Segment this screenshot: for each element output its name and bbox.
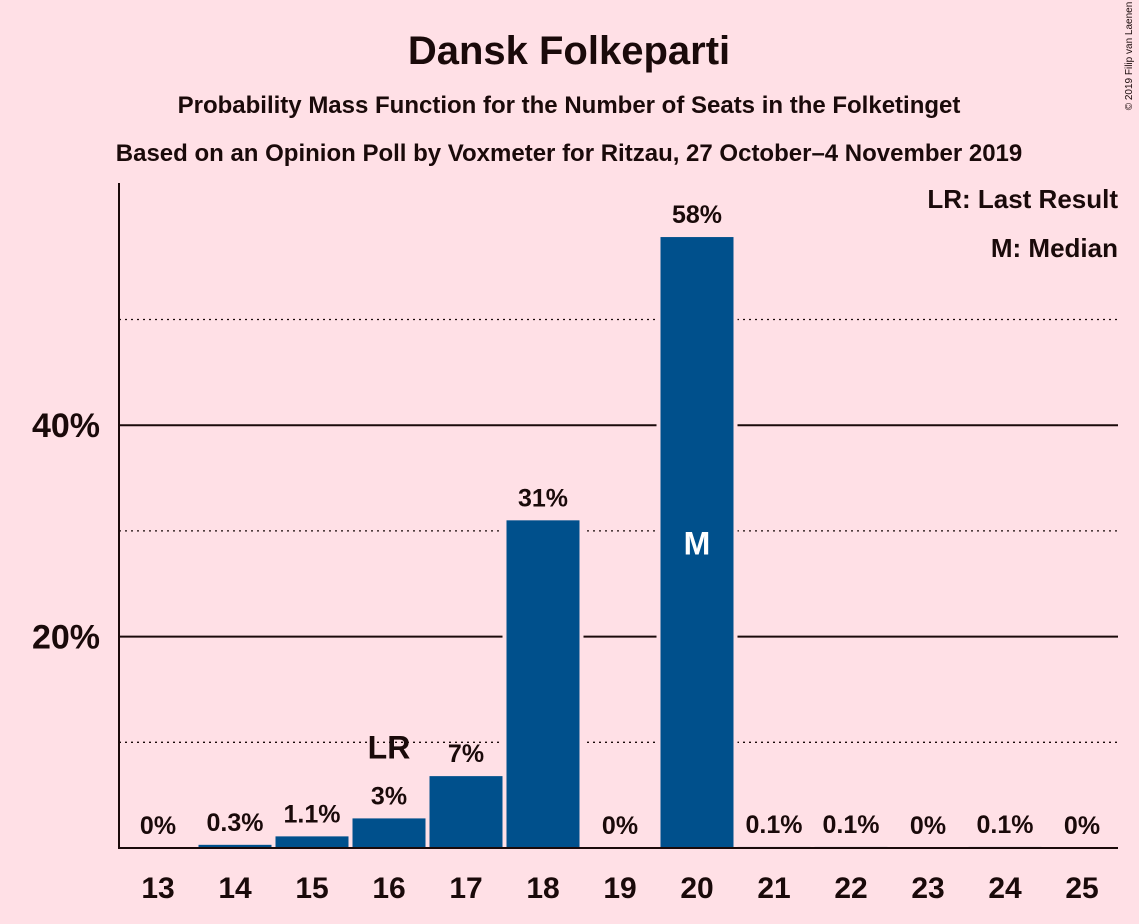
data-label-23: 0% bbox=[910, 812, 946, 840]
data-label-15: 1.1% bbox=[284, 800, 341, 828]
legend-last-result: LR: Last Result bbox=[927, 184, 1118, 214]
bar-17 bbox=[429, 776, 503, 848]
data-label-19: 0% bbox=[602, 812, 638, 840]
bar-18 bbox=[506, 520, 580, 848]
data-label-14: 0.3% bbox=[207, 809, 264, 837]
bar-15 bbox=[275, 836, 349, 848]
data-label-21: 0.1% bbox=[746, 811, 803, 839]
y-tick-label: 20% bbox=[32, 619, 100, 657]
x-tick-label-13: 13 bbox=[141, 872, 174, 905]
data-label-17: 7% bbox=[448, 740, 484, 768]
x-tick-label-24: 24 bbox=[988, 872, 1022, 905]
median-marker: M bbox=[684, 526, 711, 562]
x-tick-label-19: 19 bbox=[603, 872, 636, 905]
bars-group: 0% 0.3% 1.1% 3% LR 7% 31% 0% 58% M 0.1% 0.1% 0% 0.1% 0… bbox=[140, 201, 1100, 848]
y-tick-label: 40% bbox=[32, 407, 100, 445]
x-tick-label-14: 14 bbox=[218, 872, 252, 905]
bar-20 bbox=[660, 237, 734, 848]
x-tick-label-22: 22 bbox=[834, 872, 867, 905]
copyright-notice: © 2019 Filip van Laenen bbox=[1124, 2, 1135, 111]
x-tick-label-23: 23 bbox=[911, 872, 944, 905]
last-result-marker: LR bbox=[368, 729, 411, 765]
chart-subtitle: Probability Mass Function for the Number… bbox=[178, 92, 961, 119]
data-label-16: 3% bbox=[371, 782, 407, 810]
data-label-18: 31% bbox=[518, 484, 568, 512]
x-tick-label-16: 16 bbox=[372, 872, 405, 905]
x-tick-label-15: 15 bbox=[295, 872, 328, 905]
chart-source: Based on an Opinion Poll by Voxmeter for… bbox=[116, 140, 1022, 167]
x-tick-label-21: 21 bbox=[757, 872, 790, 905]
x-tick-label-18: 18 bbox=[526, 872, 559, 905]
x-tick-label-20: 20 bbox=[680, 872, 713, 905]
data-label-13: 0% bbox=[140, 812, 176, 840]
bar-16 bbox=[352, 818, 426, 848]
grid-lines bbox=[119, 318, 1118, 743]
data-label-22: 0.1% bbox=[823, 811, 880, 839]
x-tick-label-25: 25 bbox=[1065, 872, 1098, 905]
x-tick-label-17: 17 bbox=[449, 872, 482, 905]
legend-median: M: Median bbox=[991, 233, 1118, 263]
data-label-20: 58% bbox=[672, 201, 722, 229]
data-label-24: 0.1% bbox=[977, 811, 1034, 839]
chart-title: Dansk Folkeparti bbox=[408, 29, 730, 73]
axes-group: 20% 40% 13 14 15 16 17 18 19 20 21 22 23 24 25 bbox=[32, 183, 1118, 905]
data-label-25: 0% bbox=[1064, 812, 1100, 840]
bar-14 bbox=[198, 844, 272, 848]
